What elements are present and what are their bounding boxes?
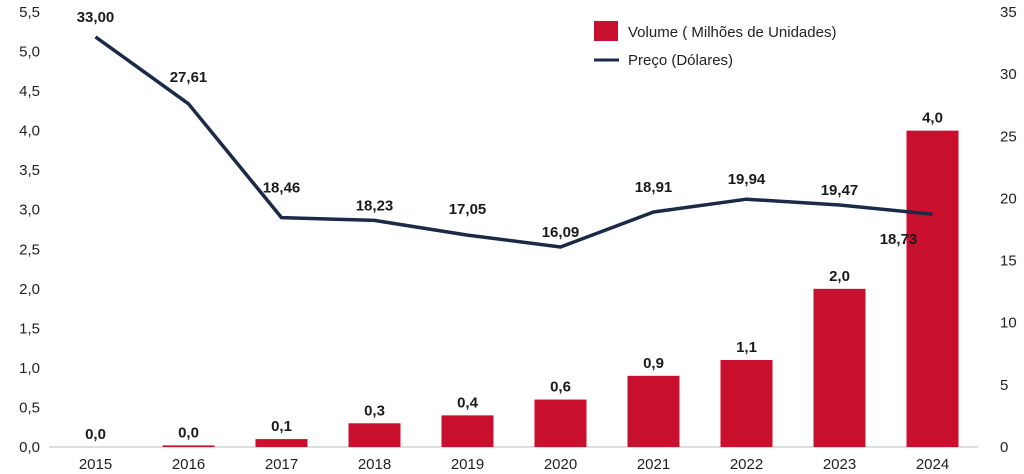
left-axis: 0,0 0,5 1,0 1,5 2,0 2,5 3,0 3,5 4,0 4,5 5,0 5,5: [19, 4, 40, 456]
left-axis-tick-label: 3,0: [19, 202, 40, 219]
price-line: [94, 35, 933, 249]
right-axis-tick-label: 30: [1000, 66, 1017, 83]
x-axis-tick-label: 2022: [730, 456, 763, 473]
left-axis-tick-label: 2,5: [19, 241, 40, 258]
right-axis-tick-label: 15: [1000, 253, 1017, 270]
price-data-label: 19,94: [728, 171, 766, 188]
volume-data-label: 2,0: [829, 268, 850, 285]
volume-data-label: 0,3: [364, 402, 385, 419]
left-axis-tick-label: 1,5: [19, 320, 40, 337]
volume-data-label: 4,0: [922, 110, 943, 127]
right-axis-tick-label: 0: [1000, 439, 1008, 456]
x-axis-tick-label: 2018: [358, 456, 391, 473]
volume-data-label: 0,0: [178, 424, 199, 441]
volume-bar: [627, 375, 680, 447]
right-axis: 0 5 10 15 20 25 30 35: [1000, 4, 1017, 456]
price-data-label: 18,91: [635, 179, 673, 196]
volume-bar: [441, 415, 494, 447]
right-axis-tick-label: 20: [1000, 190, 1017, 207]
x-axis-tick-label: 2015: [79, 456, 112, 473]
x-axis: 2015 2016 2017 2018 2019 2020 2021 2022 2023 2024: [49, 446, 978, 473]
volume-bars: [162, 130, 959, 448]
left-axis-tick-label: 4,5: [19, 83, 40, 100]
price-data-label: 27,61: [170, 69, 208, 86]
price-data-label: 18,23: [356, 197, 394, 214]
data-labels: 0,0 0,0 0,1 0,3 0,4 0,6 0,9 1,1 2,0 4,0 33,00 27,61…: [77, 9, 943, 443]
volume-data-label: 0,1: [271, 418, 292, 435]
price-data-label: 18,73: [880, 231, 918, 248]
price-data-label: 16,09: [542, 224, 580, 241]
left-axis-tick-label: 0,5: [19, 399, 40, 416]
left-axis-tick-label: 0,0: [19, 439, 40, 456]
volume-bar: [534, 399, 587, 447]
x-axis-tick-label: 2020: [544, 456, 577, 473]
volume-bar: [813, 288, 866, 447]
right-axis-tick-label: 5: [1000, 377, 1008, 394]
price-data-label: 17,05: [449, 201, 487, 218]
left-axis-tick-label: 3,5: [19, 162, 40, 179]
volume-bar: [906, 130, 959, 448]
legend-price-label: Preço (Dólares): [628, 52, 733, 69]
volume-data-label: 0,6: [550, 379, 571, 396]
price-data-label: 19,47: [821, 182, 859, 199]
left-axis-tick-label: 5,0: [19, 44, 40, 61]
volume-bar: [255, 439, 308, 447]
x-axis-tick-label: 2016: [172, 456, 205, 473]
volume-bar: [348, 423, 401, 447]
left-axis-tick-label: 5,5: [19, 4, 40, 21]
price-series-line: [94, 35, 933, 249]
x-axis-tick-label: 2024: [916, 456, 949, 473]
right-axis-tick-label: 10: [1000, 315, 1017, 332]
right-axis-tick-label: 35: [1000, 4, 1017, 21]
volume-data-label: 1,1: [736, 339, 757, 356]
volume-bar: [720, 360, 773, 447]
price-data-label: 33,00: [77, 9, 115, 26]
x-axis-tick-label: 2017: [265, 456, 298, 473]
volume-data-label: 0,9: [643, 355, 664, 372]
price-data-label: 18,46: [263, 180, 301, 197]
left-axis-tick-label: 1,0: [19, 360, 40, 377]
volume-data-label: 0,4: [457, 394, 479, 411]
right-axis-tick-label: 25: [1000, 128, 1017, 145]
legend-volume-swatch: [594, 21, 618, 41]
left-axis-tick-label: 4,0: [19, 123, 40, 140]
x-axis-tick-label: 2023: [823, 456, 856, 473]
volume-data-label: 0,0: [85, 426, 106, 443]
left-axis-tick-label: 2,0: [19, 281, 40, 298]
legend-volume-label: Volume ( Milhões de Unidades): [628, 24, 836, 41]
x-axis-tick-label: 2019: [451, 456, 484, 473]
x-axis-tick-label: 2021: [637, 456, 670, 473]
volume-bar: [162, 445, 215, 447]
legend: Volume ( Milhões de Unidades) Preço (Dól…: [594, 21, 836, 69]
